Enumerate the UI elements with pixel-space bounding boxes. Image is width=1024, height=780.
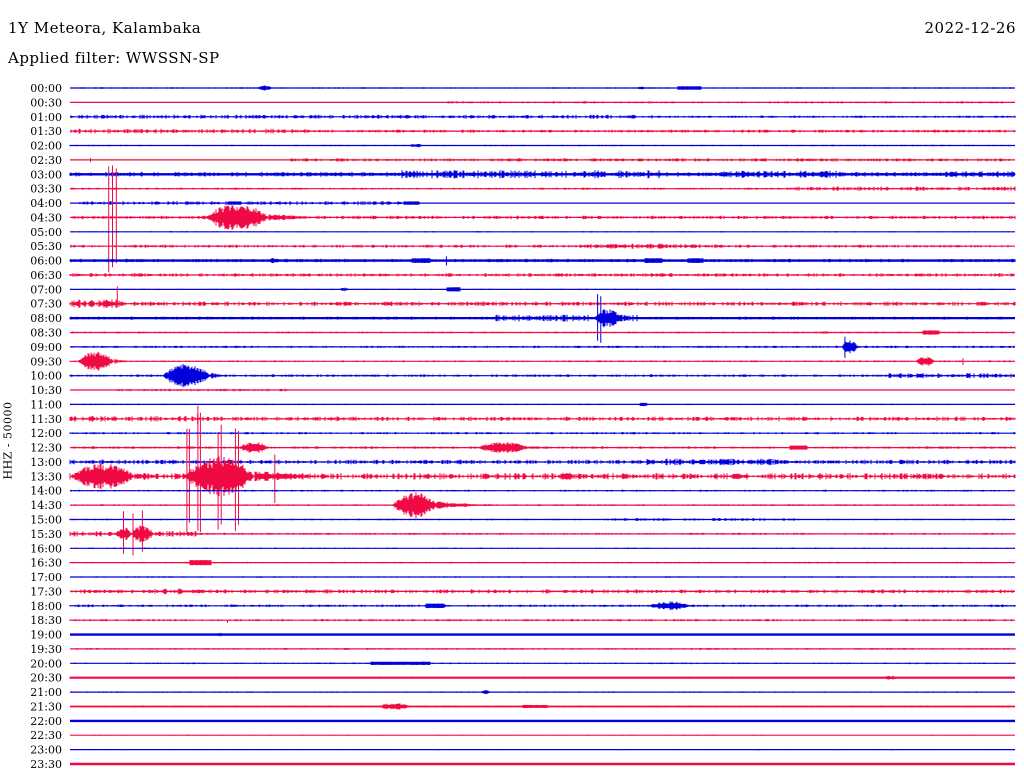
row-time-label: 09:30 — [30, 355, 62, 368]
trace-row — [69, 675, 1010, 680]
trace-row — [69, 258, 1016, 264]
row-time-label: 02:00 — [30, 140, 62, 153]
trace-row — [75, 648, 1016, 650]
row-time-label: 02:30 — [30, 154, 62, 167]
trace-row — [70, 186, 1016, 191]
trace-row — [71, 703, 1011, 710]
row-time-label: 15:30 — [30, 528, 62, 541]
row-time-label: 12:00 — [30, 427, 62, 440]
row-time-label: 23:00 — [30, 744, 62, 757]
trace-row — [73, 442, 1016, 453]
row-time-label: 01:30 — [30, 125, 62, 138]
row-time-label: 14:00 — [30, 485, 62, 498]
row-time-label: 14:30 — [30, 499, 62, 512]
row-time-label: 16:30 — [30, 557, 62, 570]
row-time-label: 11:30 — [30, 413, 62, 426]
trace-row — [94, 734, 1004, 736]
trace-row — [71, 632, 1013, 637]
trace-row — [69, 517, 1007, 521]
row-time-label: 21:30 — [30, 701, 62, 714]
row-time-label: 06:00 — [30, 255, 62, 268]
row-time-label: 19:30 — [30, 643, 62, 656]
trace-row — [447, 101, 1013, 104]
trace-row — [69, 170, 1016, 179]
trace-row — [71, 690, 1012, 694]
row-time-label: 00:00 — [30, 82, 62, 95]
row-time-label: 09:00 — [30, 341, 62, 354]
trace-row — [69, 456, 1016, 497]
trace-row — [71, 85, 1012, 91]
row-time-label: 19:00 — [30, 629, 62, 642]
trace-row — [69, 299, 1016, 308]
trace-row — [69, 458, 1016, 466]
row-time-label: 05:00 — [30, 226, 62, 239]
trace-row — [69, 619, 1013, 622]
row-time-label: 23:30 — [30, 758, 62, 771]
trace-row — [70, 588, 1014, 595]
trace-row — [94, 749, 994, 751]
row-time-label: 16:00 — [30, 542, 62, 555]
row-time-label: 08:00 — [30, 312, 62, 325]
row-time-label: 18:00 — [30, 600, 62, 613]
row-time-label: 17:30 — [30, 585, 62, 598]
row-time-label: 07:30 — [30, 298, 62, 311]
trace-row — [69, 144, 1010, 148]
row-time-label: 03:30 — [30, 183, 62, 196]
trace-row — [73, 661, 1016, 665]
station-title: 1Y Meteora, Kalambaka — [8, 19, 202, 37]
trace-row — [70, 492, 1015, 518]
trace-row — [69, 351, 1014, 371]
row-time-label: 22:00 — [30, 715, 62, 728]
row-time-label: 10:00 — [30, 370, 62, 383]
row-time-label: 21:00 — [30, 686, 62, 699]
row-time-label: 20:30 — [30, 672, 62, 685]
trace-row — [71, 330, 1015, 335]
row-time-label: 04:30 — [30, 211, 62, 224]
row-time-label: 20:00 — [30, 657, 62, 670]
trace-row — [72, 205, 1016, 230]
row-time-label: 01:00 — [30, 111, 62, 124]
row-time-label: 15:00 — [30, 514, 62, 527]
trace-row — [69, 416, 1016, 422]
trace-row — [69, 364, 1015, 388]
trace-row — [72, 231, 1009, 233]
trace-row — [117, 388, 288, 392]
trace-row — [80, 576, 1013, 578]
row-time-label: 11:00 — [30, 398, 62, 411]
trace-row — [70, 114, 1016, 119]
row-time-label: 00:30 — [30, 96, 62, 109]
trace-row — [70, 489, 1013, 492]
trace-row — [69, 560, 1014, 566]
row-time-label: 05:30 — [30, 240, 62, 253]
trace-row — [69, 601, 1016, 611]
trace-row — [70, 243, 1011, 249]
trace-row — [70, 287, 1016, 292]
trace-row — [69, 273, 1015, 277]
trace-row — [70, 128, 1016, 134]
trace-row — [69, 525, 1016, 543]
trace-row — [71, 340, 1015, 354]
trace-row — [69, 309, 1015, 328]
row-time-label: 12:30 — [30, 442, 62, 455]
row-time-label: 13:00 — [30, 456, 62, 469]
trace-row — [290, 158, 1010, 162]
date-label: 2022-12-26 — [924, 19, 1016, 37]
row-time-label: 10:30 — [30, 384, 62, 397]
row-time-label: 17:00 — [30, 571, 62, 584]
filter-label: Applied filter: WWSSN-SP — [8, 49, 220, 67]
trace-row — [69, 432, 1016, 435]
trace-row — [79, 201, 420, 206]
row-time-label: 06:30 — [30, 269, 62, 282]
row-time-label: 08:30 — [30, 327, 62, 340]
row-time-label: 22:30 — [30, 729, 62, 742]
row-time-label: 13:30 — [30, 470, 62, 483]
row-time-label: 04:00 — [30, 197, 62, 210]
row-time-label: 18:30 — [30, 614, 62, 627]
row-time-label: 07:00 — [30, 283, 62, 296]
trace-row — [75, 547, 1015, 549]
row-time-label: 03:00 — [30, 168, 62, 181]
trace-row — [70, 402, 992, 407]
